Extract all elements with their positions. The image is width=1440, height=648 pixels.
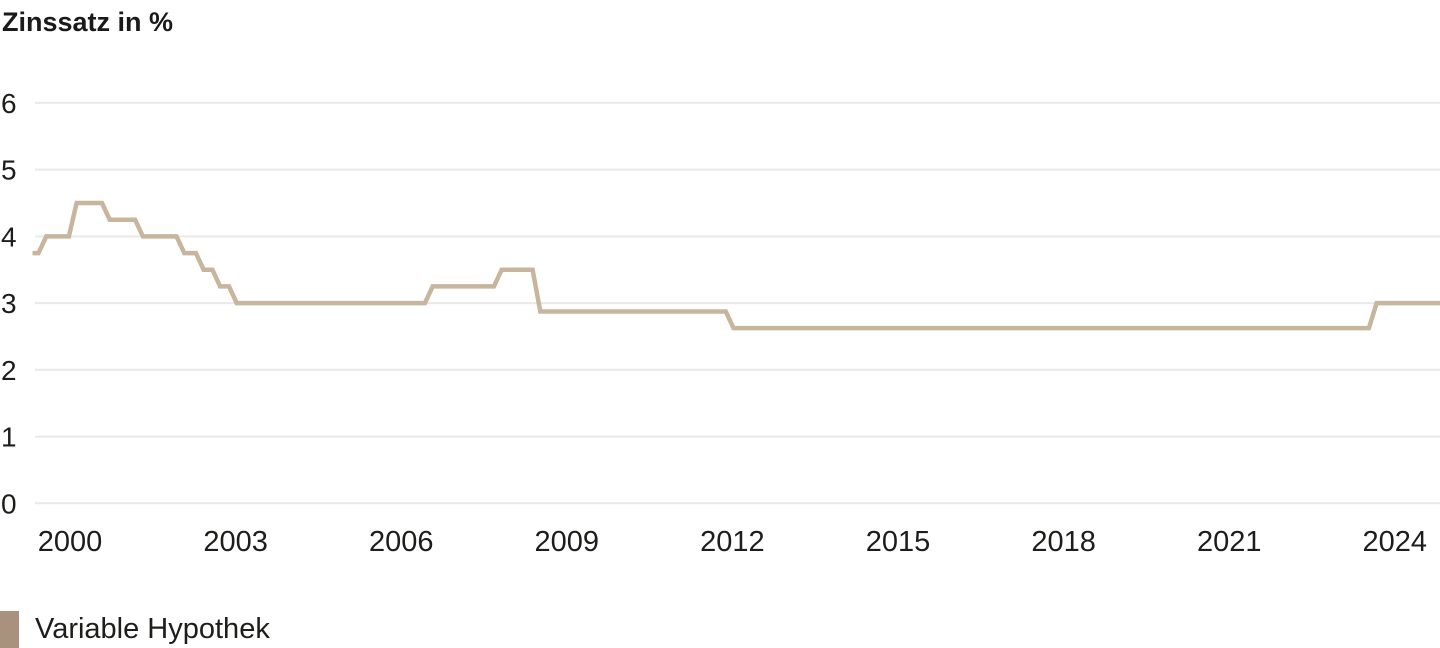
x-tick-label-2012: 2012 bbox=[700, 526, 765, 558]
y-tick-label-5: 5 bbox=[1, 155, 17, 186]
y-tick-label-0: 0 bbox=[1, 488, 17, 519]
x-tick-label-2003: 2003 bbox=[203, 526, 268, 558]
x-tick-label-2018: 2018 bbox=[1031, 526, 1096, 558]
x-tick-label-2006: 2006 bbox=[369, 526, 434, 558]
x-tick-label-2015: 2015 bbox=[866, 526, 931, 558]
y-tick-label-1: 1 bbox=[1, 422, 17, 453]
x-tick-label-2024: 2024 bbox=[1363, 526, 1428, 558]
chart-title: Zinssatz in % bbox=[2, 7, 174, 37]
y-tick-label-3: 3 bbox=[1, 288, 17, 319]
series-line-variable-hypothek bbox=[32, 200, 1440, 331]
legend-swatch-variable-hypothek bbox=[0, 611, 19, 648]
legend: Variable Hypothek bbox=[0, 611, 270, 648]
y-tick-label-4: 4 bbox=[1, 221, 17, 252]
x-tick-label-2021: 2021 bbox=[1197, 526, 1262, 558]
y-tick-label-6: 6 bbox=[1, 88, 17, 119]
x-tick-label-2009: 2009 bbox=[535, 526, 600, 558]
legend-label-variable-hypothek: Variable Hypothek bbox=[35, 613, 270, 645]
x-tick-label-2000: 2000 bbox=[38, 526, 103, 558]
y-tick-label-2: 2 bbox=[1, 355, 17, 386]
